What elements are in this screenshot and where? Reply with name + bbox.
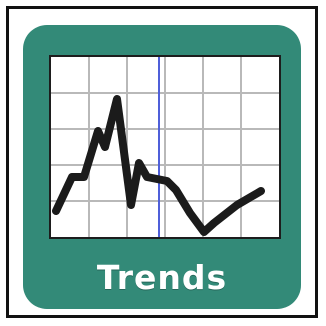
trend-chart-graphic — [51, 57, 279, 237]
trend-chart-icon — [49, 55, 281, 239]
tile-label: Trends — [96, 258, 228, 297]
trend-line — [52, 95, 265, 236]
trends-button[interactable]: Trends — [23, 25, 301, 309]
trends-app-tile[interactable]: Trends — [6, 6, 318, 318]
chart-grid — [51, 57, 279, 237]
